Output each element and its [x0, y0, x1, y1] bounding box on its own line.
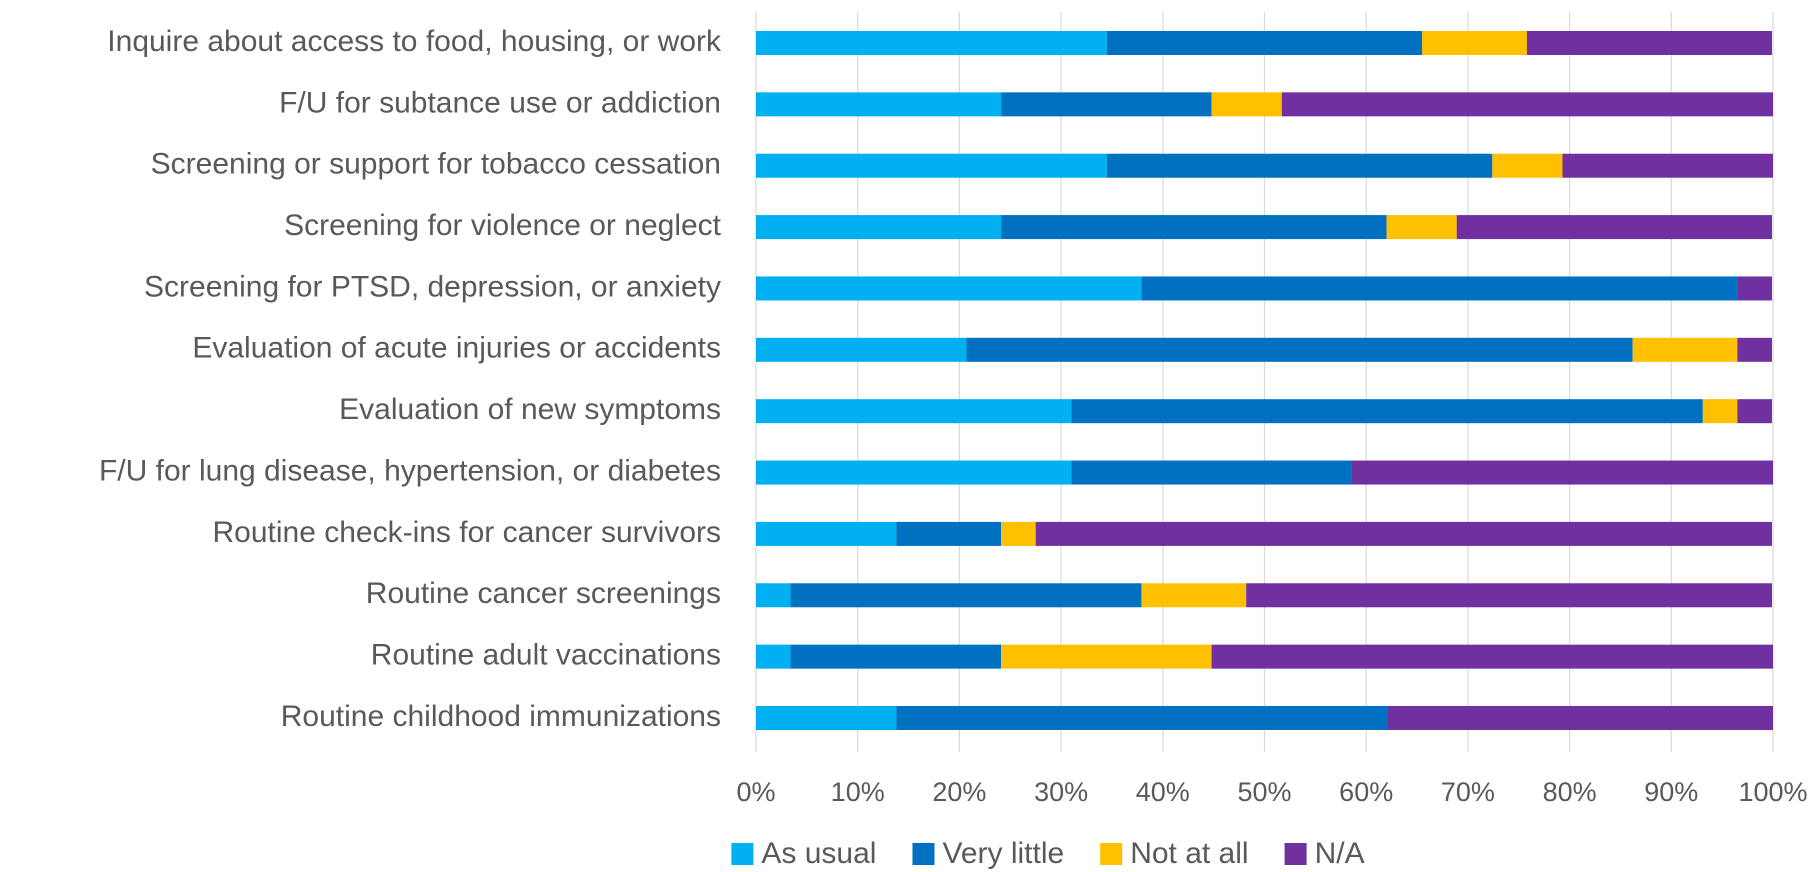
- bar-segment: [1492, 153, 1563, 178]
- bar-segment: [756, 706, 897, 730]
- bar-segment: [756, 460, 1072, 485]
- y-tick-label: Evaluation of acute injuries or accident…: [192, 332, 721, 365]
- bar-segment: [756, 215, 1002, 240]
- y-tick-label: F/U for lung disease, hypertension, or d…: [99, 454, 721, 487]
- bar-segment: [1071, 399, 1703, 424]
- bar-segment: [756, 276, 1142, 301]
- y-tick-label: Inquire about access to food, housing, o…: [107, 25, 722, 58]
- x-tick-label: 20%: [932, 777, 986, 807]
- y-tick-label: Routine cancer screenings: [366, 577, 721, 610]
- y-tick-label: F/U for subtance use or addiction: [279, 86, 721, 119]
- legend-label: Not at all: [1130, 837, 1248, 870]
- bar-segment: [1141, 583, 1247, 608]
- bar-segment: [756, 31, 1107, 55]
- bar-segment: [756, 644, 791, 669]
- x-tick-label: 30%: [1034, 777, 1088, 807]
- bar-segment: [1001, 92, 1212, 117]
- bar-segment: [756, 583, 791, 608]
- bar-segment: [756, 153, 1107, 178]
- bar-segment: [1001, 521, 1036, 546]
- bar-segment: [1035, 521, 1772, 546]
- bar-segment: [1422, 31, 1527, 55]
- bar-segment: [1737, 399, 1772, 424]
- y-tick-label: Screening for violence or neglect: [284, 209, 722, 242]
- bar-segment: [1387, 706, 1773, 730]
- legend-label: Very little: [942, 837, 1064, 870]
- legend-swatch: [912, 843, 935, 865]
- bar-segment: [1351, 460, 1773, 485]
- y-tick-label: Evaluation of new symptoms: [339, 393, 721, 426]
- y-tick-label: Screening or support for tobacco cessati…: [151, 148, 721, 181]
- legend-swatch: [1284, 843, 1307, 865]
- bar-segment: [896, 521, 1002, 546]
- bar-segment: [1001, 644, 1212, 669]
- x-tick-label: 80%: [1543, 777, 1597, 807]
- bar-segment: [756, 92, 1002, 117]
- y-tick-label: Routine childhood immunizations: [281, 700, 721, 733]
- bar-segment: [1001, 215, 1387, 240]
- bar-segment: [896, 706, 1388, 730]
- bar-segment: [1702, 399, 1738, 424]
- bar-segment: [756, 337, 967, 362]
- y-tick-label: Routine adult vaccinations: [371, 639, 721, 672]
- bar-segment: [1141, 276, 1738, 301]
- x-tick-label: 60%: [1339, 777, 1393, 807]
- x-tick-label: 40%: [1136, 777, 1190, 807]
- bar-segment: [1737, 337, 1772, 362]
- bar-segment: [1737, 276, 1772, 301]
- x-tick-label: 0%: [736, 777, 775, 807]
- legend-label: N/A: [1315, 837, 1365, 870]
- x-tick-label: 100%: [1738, 777, 1807, 807]
- y-tick-label: Screening for PTSD, depression, or anxie…: [144, 270, 721, 303]
- x-tick-label: 90%: [1644, 777, 1698, 807]
- bar-segment: [1211, 92, 1282, 117]
- bar-segment: [1632, 337, 1738, 362]
- bar-segment: [1562, 153, 1773, 178]
- legend-swatch: [731, 843, 754, 865]
- x-tick-label: 10%: [831, 777, 885, 807]
- legend-label: As usual: [761, 837, 876, 870]
- bar-segment: [756, 521, 897, 546]
- bar-segment: [1386, 215, 1457, 240]
- bar-segment: [1071, 460, 1352, 485]
- bar-segment: [756, 399, 1072, 424]
- bar-segment: [1211, 644, 1773, 669]
- x-tick-label: 50%: [1237, 777, 1291, 807]
- bar-segment: [966, 337, 1633, 362]
- x-tick-label: 70%: [1441, 777, 1495, 807]
- bar-segment: [1246, 583, 1772, 608]
- bar-segment: [1281, 92, 1773, 117]
- bar-segment: [790, 644, 1002, 669]
- legend-swatch: [1100, 843, 1123, 865]
- bar-segment: [1106, 31, 1423, 55]
- y-tick-label: Routine check-ins for cancer survivors: [212, 516, 721, 549]
- bar-segment: [790, 583, 1142, 608]
- bar-segment: [1526, 31, 1772, 55]
- bar-segment: [1456, 215, 1772, 240]
- bar-segment: [1106, 153, 1493, 178]
